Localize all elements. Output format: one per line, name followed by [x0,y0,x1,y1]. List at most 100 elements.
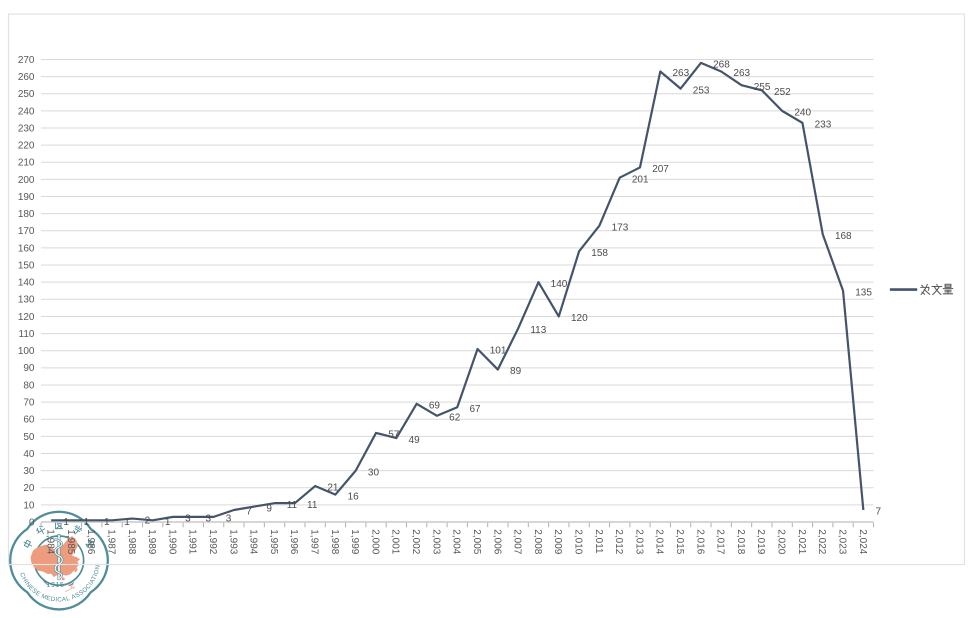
svg-text:2,020: 2,020 [776,529,787,554]
svg-text:10: 10 [23,500,35,511]
svg-text:130: 130 [18,295,35,306]
svg-text:1: 1 [104,517,110,528]
svg-text:200: 200 [18,175,35,186]
svg-text:120: 120 [571,313,588,324]
svg-text:2,018: 2,018 [735,529,746,554]
svg-text:1,987: 1,987 [105,529,116,554]
svg-text:1: 1 [124,517,130,528]
svg-text:260: 260 [18,72,35,83]
svg-text:2,014: 2,014 [654,529,665,554]
svg-text:57: 57 [388,430,400,441]
svg-text:67: 67 [469,404,481,415]
svg-text:113: 113 [530,325,546,336]
svg-text:233: 233 [815,120,832,131]
svg-text:170: 170 [18,226,35,237]
svg-text:2,013: 2,013 [633,529,644,554]
svg-text:50: 50 [23,432,35,443]
svg-text:1,997: 1,997 [309,529,320,554]
svg-text:11: 11 [287,500,298,511]
svg-text:2,015: 2,015 [674,529,685,554]
svg-text:101: 101 [490,346,507,357]
svg-text:120: 120 [18,312,35,323]
svg-text:0: 0 [29,517,35,528]
svg-text:270: 270 [18,55,35,66]
svg-text:253: 253 [693,85,710,96]
svg-text:2,003: 2,003 [430,529,441,554]
svg-text:11: 11 [307,500,318,511]
svg-text:3: 3 [205,514,211,525]
svg-text:1,998: 1,998 [329,529,340,554]
svg-text:268: 268 [713,60,730,71]
svg-text:2,004: 2,004 [451,529,462,554]
svg-text:30: 30 [368,467,380,478]
svg-text:255: 255 [754,82,771,93]
svg-text:20: 20 [23,483,35,494]
svg-text:2,005: 2,005 [471,529,482,554]
svg-text:240: 240 [794,108,811,119]
svg-text:2,022: 2,022 [816,529,827,554]
svg-text:2,021: 2,021 [796,529,807,554]
svg-text:2,024: 2,024 [857,529,868,554]
svg-text:110: 110 [19,329,35,340]
svg-text:150: 150 [18,260,35,271]
svg-text:7: 7 [246,507,252,518]
svg-text:1,995: 1,995 [268,529,279,554]
svg-text:2,006: 2,006 [491,529,502,554]
svg-text:2,010: 2,010 [572,529,583,554]
svg-text:1,990: 1,990 [166,529,177,554]
svg-text:16: 16 [348,491,360,502]
svg-text:7: 7 [876,507,882,518]
svg-text:263: 263 [673,68,690,79]
svg-text:1,999: 1,999 [349,529,360,554]
svg-text:2,016: 2,016 [694,529,705,554]
svg-text:180: 180 [18,209,35,220]
svg-text:140: 140 [18,278,35,289]
svg-text:1: 1 [84,517,90,528]
svg-text:70: 70 [23,397,35,408]
svg-text:240: 240 [18,106,35,117]
svg-text:100: 100 [18,346,35,357]
svg-text:89: 89 [510,366,522,377]
svg-text:220: 220 [18,141,35,152]
svg-text:250: 250 [18,89,35,100]
svg-text:30: 30 [23,466,35,477]
svg-text:49: 49 [409,435,421,446]
svg-text:1: 1 [63,517,69,528]
svg-text:1,993: 1,993 [227,529,238,554]
svg-text:1,994: 1,994 [248,529,259,554]
svg-text:1915: 1915 [46,580,64,589]
svg-text:230: 230 [18,123,35,134]
svg-text:2,009: 2,009 [552,529,563,554]
svg-text:173: 173 [612,222,629,233]
svg-text:1,992: 1,992 [207,529,218,554]
svg-text:40: 40 [23,449,35,460]
svg-text:3: 3 [185,514,191,525]
svg-text:1,989: 1,989 [146,529,157,554]
svg-text:140: 140 [551,279,568,290]
svg-text:1,984: 1,984 [45,529,56,554]
svg-text:90: 90 [23,363,35,374]
svg-text:2,002: 2,002 [410,529,421,554]
svg-text:80: 80 [23,380,35,391]
svg-text:21: 21 [327,483,339,494]
svg-text:2,017: 2,017 [715,529,726,554]
svg-text:2,007: 2,007 [512,529,523,554]
svg-text:1,991: 1,991 [187,529,198,554]
svg-text:2,012: 2,012 [613,529,624,554]
svg-text:2,008: 2,008 [532,529,543,554]
svg-text:158: 158 [591,248,608,259]
svg-text:9: 9 [266,503,272,514]
svg-text:1,996: 1,996 [288,529,299,554]
svg-text:2,000: 2,000 [369,529,380,554]
svg-text:207: 207 [652,164,669,175]
svg-text:252: 252 [774,87,791,98]
svg-text:1: 1 [165,517,171,528]
svg-text:135: 135 [855,287,872,298]
svg-text:210: 210 [18,158,35,169]
svg-text:2,001: 2,001 [390,529,401,554]
svg-text:201: 201 [632,174,649,185]
svg-text:190: 190 [18,192,35,203]
svg-text:263: 263 [733,68,750,79]
svg-text:2,011: 2,011 [593,529,604,554]
svg-text:1,988: 1,988 [126,529,137,554]
